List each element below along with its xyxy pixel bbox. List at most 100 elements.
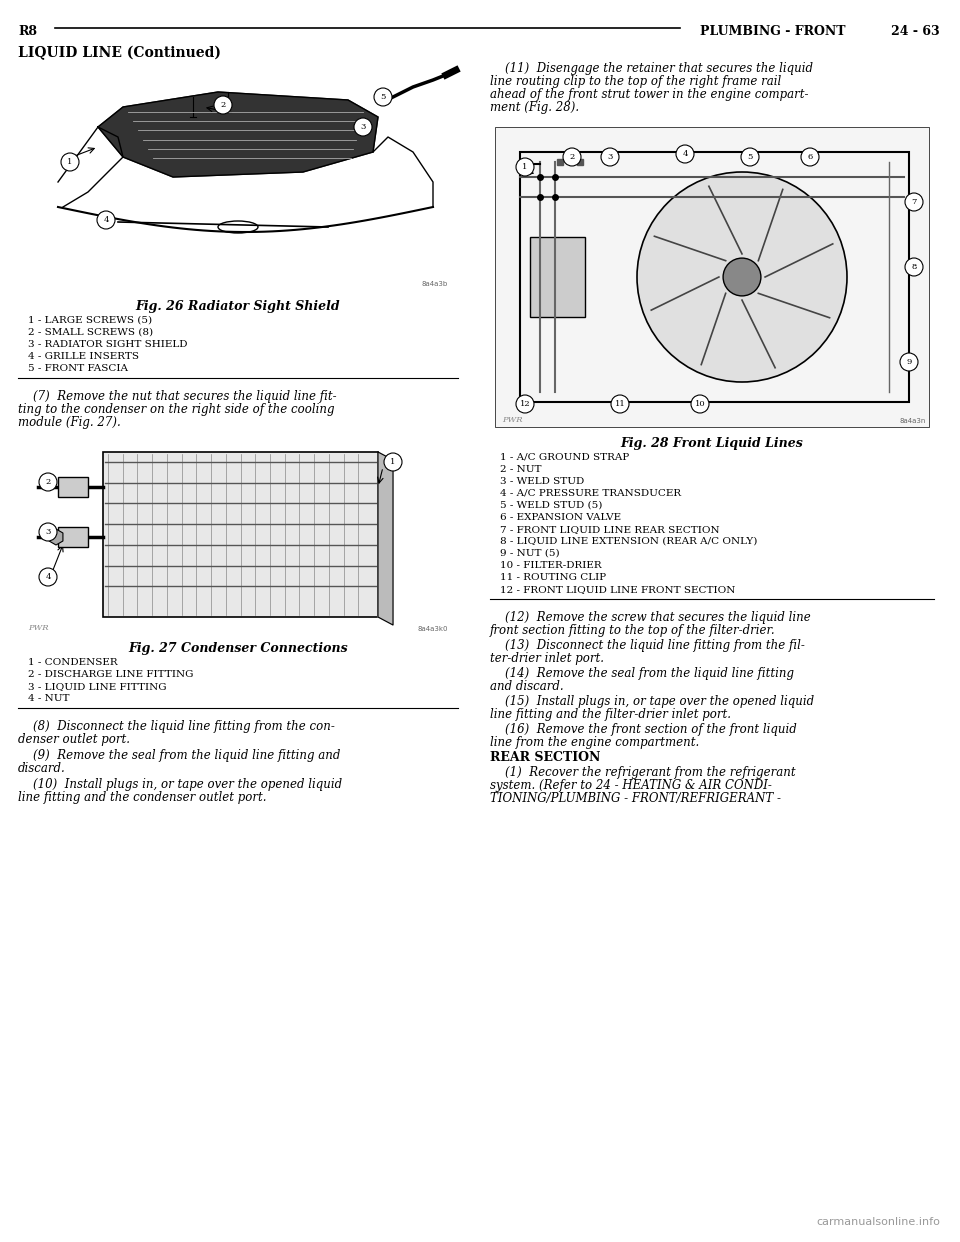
Text: 24 - 63: 24 - 63 — [892, 25, 940, 39]
Circle shape — [741, 148, 759, 166]
Text: 2: 2 — [221, 101, 226, 109]
Text: 9: 9 — [906, 358, 912, 366]
Text: 4: 4 — [683, 150, 687, 158]
Text: 10 - FILTER-DRIER: 10 - FILTER-DRIER — [500, 561, 602, 570]
Text: 6 - EXPANSION VALVE: 6 - EXPANSION VALVE — [500, 513, 621, 522]
Text: (8)  Disconnect the liquid line fitting from the con-: (8) Disconnect the liquid line fitting f… — [18, 720, 335, 733]
Text: REAR SECTION: REAR SECTION — [490, 751, 600, 764]
Text: 11 - ROUTING CLIP: 11 - ROUTING CLIP — [500, 573, 606, 582]
Circle shape — [801, 148, 819, 166]
Text: 8a4a3n: 8a4a3n — [900, 419, 926, 424]
Text: PWR: PWR — [28, 623, 49, 632]
Text: carmanualsonline.info: carmanualsonline.info — [816, 1217, 940, 1227]
Text: 5 - FRONT FASCIA: 5 - FRONT FASCIA — [28, 364, 128, 373]
Text: system. (Refer to 24 - HEATING & AIR CONDI-: system. (Refer to 24 - HEATING & AIR CON… — [490, 779, 772, 792]
Text: Fig. 26 Radiator Sight Shield: Fig. 26 Radiator Sight Shield — [135, 301, 340, 313]
Circle shape — [354, 118, 372, 137]
Text: line routing clip to the top of the right frame rail: line routing clip to the top of the righ… — [490, 75, 781, 88]
Text: denser outlet port.: denser outlet port. — [18, 733, 130, 746]
Bar — [58, 477, 88, 497]
Text: 4 - NUT: 4 - NUT — [28, 694, 69, 703]
Text: 4 - A/C PRESSURE TRANSDUCER: 4 - A/C PRESSURE TRANSDUCER — [500, 489, 682, 498]
Circle shape — [723, 258, 761, 296]
Text: line fitting and the condenser outlet port.: line fitting and the condenser outlet po… — [18, 791, 267, 804]
Text: (11)  Disengage the retainer that secures the liquid: (11) Disengage the retainer that secures… — [490, 62, 813, 75]
Text: (16)  Remove the front section of the front liquid: (16) Remove the front section of the fro… — [490, 723, 797, 737]
Text: 3: 3 — [45, 528, 51, 537]
Text: LIQUID LINE (Continued): LIQUID LINE (Continued) — [18, 46, 221, 60]
Circle shape — [61, 153, 79, 171]
Text: line fitting and the filter-drier inlet port.: line fitting and the filter-drier inlet … — [490, 708, 731, 722]
Text: front section fitting to the top of the filter-drier.: front section fitting to the top of the … — [490, 623, 776, 637]
Text: TIONING/PLUMBING - FRONT/REFRIGERANT -: TIONING/PLUMBING - FRONT/REFRIGERANT - — [490, 792, 781, 805]
Text: 4 - GRILLE INSERTS: 4 - GRILLE INSERTS — [28, 351, 139, 361]
Text: discard.: discard. — [18, 763, 65, 775]
Bar — [520, 152, 909, 402]
Text: 1: 1 — [67, 158, 73, 166]
Text: ter-drier inlet port.: ter-drier inlet port. — [490, 652, 604, 664]
Circle shape — [637, 171, 847, 383]
Bar — [58, 527, 88, 546]
Text: 7: 7 — [911, 197, 917, 206]
Text: 1 - A/C GROUND STRAP: 1 - A/C GROUND STRAP — [500, 453, 629, 462]
Circle shape — [97, 211, 115, 229]
Circle shape — [601, 148, 619, 166]
Circle shape — [676, 145, 694, 163]
Circle shape — [900, 353, 918, 371]
Text: Fig. 28 Front Liquid Lines: Fig. 28 Front Liquid Lines — [620, 437, 804, 450]
Text: 2 - DISCHARGE LINE FITTING: 2 - DISCHARGE LINE FITTING — [28, 669, 194, 679]
Bar — [495, 127, 929, 427]
Text: 1 - CONDENSER: 1 - CONDENSER — [28, 658, 118, 667]
Text: 3 - RADIATOR SIGHT SHIELD: 3 - RADIATOR SIGHT SHIELD — [28, 340, 187, 349]
Circle shape — [691, 395, 709, 414]
Text: (7)  Remove the nut that secures the liquid line fit-: (7) Remove the nut that secures the liqu… — [18, 390, 337, 402]
Circle shape — [39, 473, 57, 491]
Text: 8: 8 — [911, 263, 917, 271]
Text: PLUMBING - FRONT: PLUMBING - FRONT — [700, 25, 846, 39]
Circle shape — [563, 148, 581, 166]
Circle shape — [39, 568, 57, 586]
Text: 2: 2 — [45, 478, 51, 486]
Circle shape — [214, 96, 232, 114]
Text: 12 - FRONT LIQUID LINE FRONT SECTION: 12 - FRONT LIQUID LINE FRONT SECTION — [500, 585, 735, 594]
Text: 5: 5 — [380, 93, 386, 101]
Text: Fig. 27 Condenser Connections: Fig. 27 Condenser Connections — [129, 642, 348, 655]
Circle shape — [611, 395, 629, 414]
Text: R8: R8 — [18, 25, 37, 39]
Text: module (Fig. 27).: module (Fig. 27). — [18, 416, 121, 428]
Text: ting to the condenser on the right side of the cooling: ting to the condenser on the right side … — [18, 402, 334, 416]
Polygon shape — [98, 92, 378, 178]
Circle shape — [516, 395, 534, 414]
Text: (12)  Remove the screw that secures the liquid line: (12) Remove the screw that secures the l… — [490, 611, 811, 623]
Text: 8 - LIQUID LINE EXTENSION (REAR A/C ONLY): 8 - LIQUID LINE EXTENSION (REAR A/C ONLY… — [500, 537, 757, 546]
Text: line from the engine compartment.: line from the engine compartment. — [490, 737, 699, 749]
Text: 2 - NUT: 2 - NUT — [500, 465, 541, 474]
Text: 4: 4 — [45, 573, 51, 581]
Text: 6: 6 — [807, 153, 812, 161]
Text: 3 - WELD STUD: 3 - WELD STUD — [500, 477, 585, 486]
Bar — [103, 452, 378, 617]
Text: 8a4a3b: 8a4a3b — [421, 281, 448, 287]
Circle shape — [516, 158, 534, 176]
Text: ment (Fig. 28).: ment (Fig. 28). — [490, 101, 579, 114]
Text: 3 - LIQUID LINE FITTING: 3 - LIQUID LINE FITTING — [28, 682, 167, 691]
Text: 2: 2 — [569, 153, 575, 161]
Text: (9)  Remove the seal from the liquid line fitting and: (9) Remove the seal from the liquid line… — [18, 749, 341, 763]
Text: PWR: PWR — [502, 416, 522, 424]
Text: (10)  Install plugs in, or tape over the opened liquid: (10) Install plugs in, or tape over the … — [18, 777, 342, 791]
Text: 4: 4 — [104, 216, 108, 224]
Circle shape — [384, 453, 402, 471]
Text: (1)  Recover the refrigerant from the refrigerant: (1) Recover the refrigerant from the ref… — [490, 766, 796, 779]
Text: ahead of the front strut tower in the engine compart-: ahead of the front strut tower in the en… — [490, 88, 808, 101]
Text: 5 - WELD STUD (5): 5 - WELD STUD (5) — [500, 501, 602, 510]
Text: (15)  Install plugs in, or tape over the opened liquid: (15) Install plugs in, or tape over the … — [490, 696, 814, 708]
Text: 3: 3 — [360, 123, 366, 130]
Circle shape — [905, 258, 923, 276]
Text: 1: 1 — [522, 163, 528, 171]
Text: 7 - FRONT LIQUID LINE REAR SECTION: 7 - FRONT LIQUID LINE REAR SECTION — [500, 525, 720, 534]
Text: 2 - SMALL SCREWS (8): 2 - SMALL SCREWS (8) — [28, 328, 154, 337]
Text: (14)  Remove the seal from the liquid line fitting: (14) Remove the seal from the liquid lin… — [490, 667, 794, 681]
Text: 1 - LARGE SCREWS (5): 1 - LARGE SCREWS (5) — [28, 315, 152, 325]
Text: 9 - NUT (5): 9 - NUT (5) — [500, 549, 560, 558]
Text: 5: 5 — [747, 153, 753, 161]
